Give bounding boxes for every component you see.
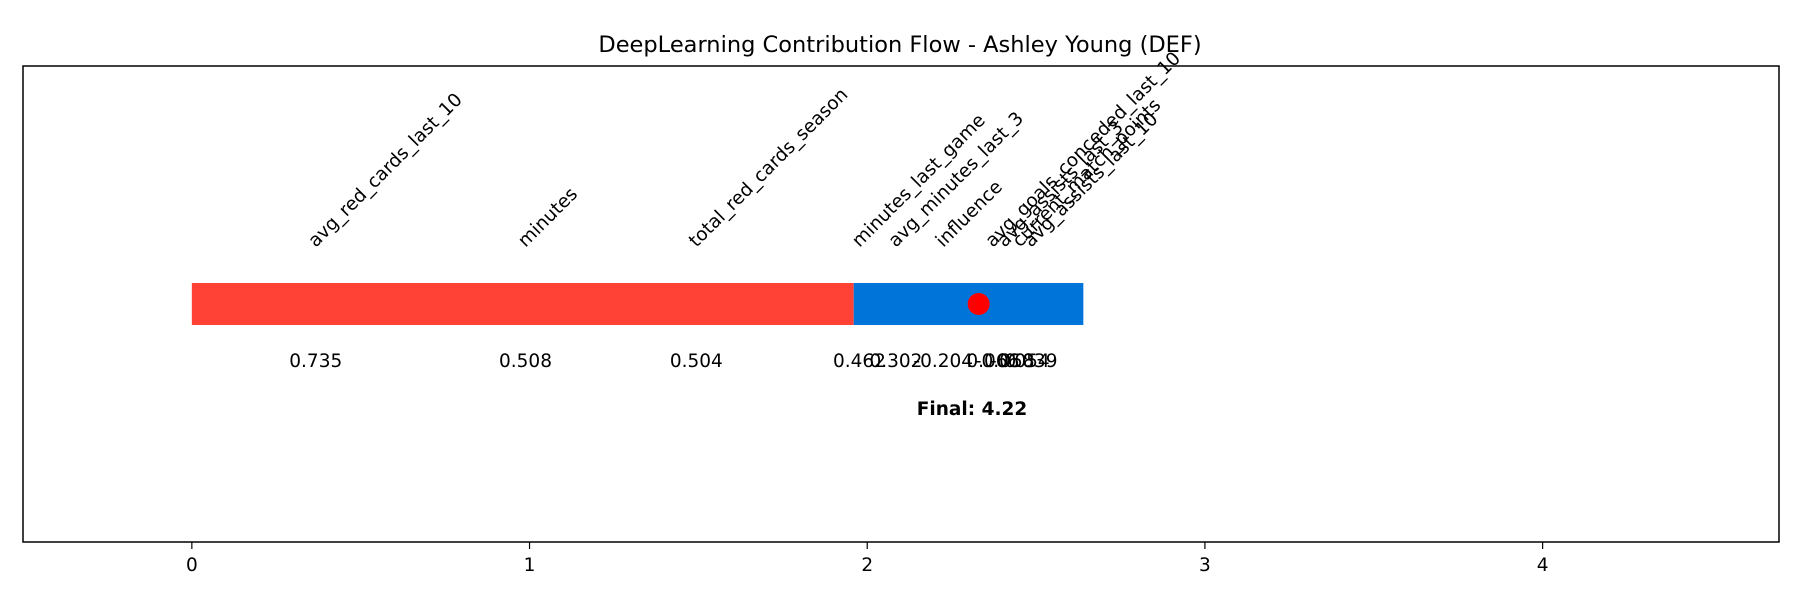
plot-frame	[22, 65, 1780, 543]
bars-layer	[191, 283, 1084, 325]
feature-value-8: -0.058	[975, 351, 1035, 372]
x-tick-label-1: 1	[524, 555, 536, 576]
x-tick-label-0: 0	[186, 555, 198, 576]
feature-value-3: 0.504	[670, 351, 723, 372]
chart-title: DeepLearning Contribution Flow - Ashley …	[598, 32, 1201, 58]
feature-value-10: 0.039	[1005, 351, 1058, 372]
x-tick-label-3: 3	[1199, 555, 1211, 576]
feature-value-9: -0.054	[990, 351, 1050, 372]
x-axis-ticks: 0 1 2 3 4	[186, 542, 1549, 576]
feature-value-6: -0.204	[913, 351, 973, 372]
feature-value-7: 0.066	[966, 351, 1019, 372]
value-labels-layer: 0.735 0.508 0.504 0.4620.302-0.2040.066-0.0…	[289, 351, 1057, 372]
feature-value-5: 0.302	[869, 351, 922, 372]
x-tick-label-4: 4	[1537, 555, 1549, 576]
feature-value-4: 0.462	[833, 351, 886, 372]
marker-layer	[967, 293, 990, 315]
contribution-bar-1	[191, 283, 854, 325]
final-value-label: Final: 4.22	[917, 399, 1027, 420]
feature-value-2: 0.508	[499, 351, 552, 372]
x-tick-label-2: 2	[861, 555, 873, 576]
feature-value-1: 0.735	[289, 351, 342, 372]
final-value-marker	[967, 293, 990, 315]
